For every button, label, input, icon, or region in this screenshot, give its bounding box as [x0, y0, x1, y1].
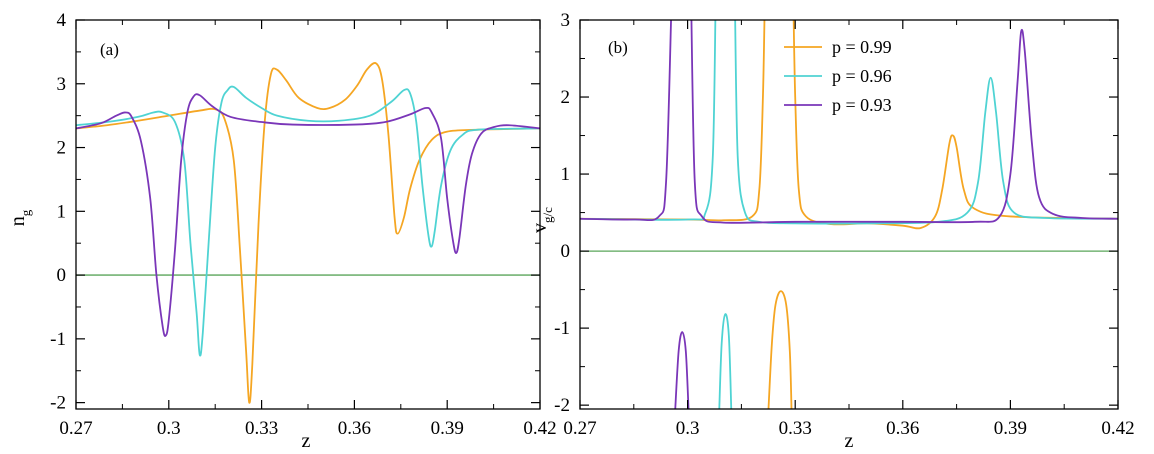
panel-b-label: (b) — [608, 38, 628, 57]
panel-a-x-ticks: 0.27 0.3 0.33 0.36 0.39 0.42 — [59, 20, 557, 439]
panel-b-ytick-label: -2 — [554, 395, 570, 416]
panel-b-ytick-label: 2 — [561, 87, 571, 108]
panel-b-series-p099-segment-2 — [792, 20, 1118, 230]
panel-a-ylabel-main: n — [7, 216, 29, 226]
panel-b-series-p096-segment-2 — [734, 20, 1118, 225]
panel-a-ytick-label: 4 — [57, 10, 67, 31]
panel-a-xtick-label: 0.27 — [59, 418, 92, 439]
panel-a-ytick-label: -2 — [50, 393, 66, 414]
panel-b: 0.27 0.3 0.33 0.36 0.39 0.42 -2 -1 0 1 2 3 (b) z v… — [529, 10, 1135, 452]
legend-label-p096: p = 0.96 — [832, 66, 892, 86]
panel-a-frame — [75, 19, 541, 410]
panel-a-ytick-label: -1 — [50, 329, 66, 350]
panel-b-ytick-label: 3 — [561, 10, 571, 31]
panel-b-ylabel: vg/c — [529, 207, 555, 233]
panel-b-series-p093-segment-0 — [580, 20, 672, 222]
panel-a-ytick-label: 1 — [57, 201, 67, 222]
panel-b-xlabel: z — [845, 430, 854, 452]
panel-b-xtick-label: 0.42 — [1101, 418, 1134, 439]
panel-a-ytick-label: 0 — [57, 265, 67, 286]
panel-b-series-p093-segment-1 — [674, 331, 690, 409]
panel-a-xtick-label: 0.36 — [338, 418, 371, 439]
panel-b-series-p093-segment-2 — [690, 20, 1118, 224]
panel-a-xtick-label: 0.33 — [245, 418, 278, 439]
legend-label-p099: p = 0.99 — [832, 37, 892, 57]
panel-b-ytick-label: -1 — [554, 318, 570, 339]
panel-b-y-ticks: -2 -1 0 1 2 3 — [554, 10, 1118, 416]
panel-a-xtick-label: 0.42 — [523, 418, 556, 439]
panel-b-xtick-label: 0.39 — [994, 418, 1027, 439]
panel-b-xtick-label: 0.27 — [563, 418, 596, 439]
panel-a-ytick-label: 2 — [57, 138, 67, 159]
panel-b-xtick-label: 0.3 — [676, 418, 700, 439]
panel-b-ylabel-sub: g/c — [540, 207, 555, 223]
panel-a-xtick-label: 0.39 — [431, 418, 464, 439]
panel-a-series-p096-segment-0 — [76, 85, 540, 357]
panel-b-legend: p = 0.99 p = 0.96 p = 0.93 — [784, 37, 892, 115]
panel-a-series — [76, 62, 540, 404]
panel-b-xtick-label: 0.33 — [779, 418, 812, 439]
legend-label-p093: p = 0.93 — [832, 95, 892, 115]
panel-b-series-p096-segment-1 — [718, 313, 733, 409]
panel-a-series-p099-segment-0 — [76, 62, 540, 404]
panel-a-ylabel-sub: g — [18, 209, 33, 216]
panel-b-ytick-label: 0 — [561, 241, 571, 262]
panel-b-series — [580, 20, 1118, 409]
panel-a-xtick-label: 0.3 — [157, 418, 181, 439]
panel-b-xtick-label: 0.36 — [886, 418, 919, 439]
panel-a-series-p093-segment-0 — [76, 93, 540, 337]
panel-b-ytick-label: 1 — [561, 164, 571, 185]
panel-b-series-p099-segment-1 — [767, 290, 793, 409]
panel-b-x-ticks: 0.27 0.3 0.33 0.36 0.39 0.42 — [563, 20, 1135, 439]
panel-a-ylabel: ng — [7, 209, 33, 226]
panel-a-label: (a) — [100, 40, 119, 59]
panel-a-xlabel: z — [302, 430, 311, 452]
panel-a-ytick-label: 3 — [57, 74, 67, 95]
panel-a-y-ticks: -2 -1 0 1 2 3 4 — [50, 10, 540, 414]
panel-b-ylabel-main: v — [529, 223, 551, 233]
